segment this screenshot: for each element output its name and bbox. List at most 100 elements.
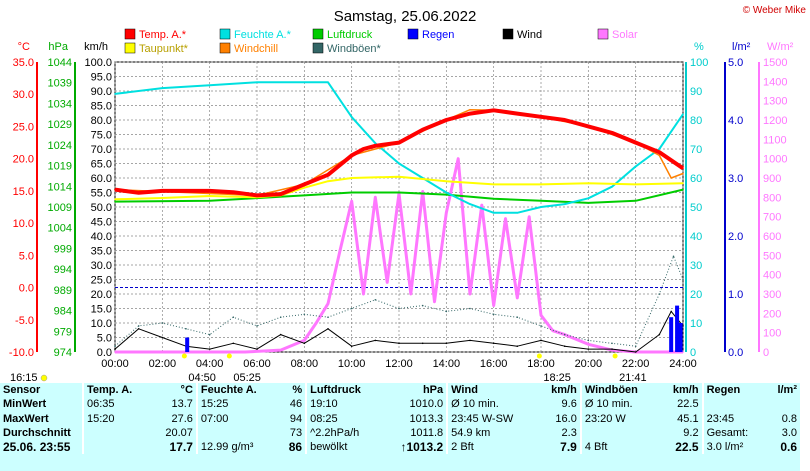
series-point [315, 322, 318, 324]
y-tick-label: 979 [54, 326, 72, 338]
series-point [208, 195, 211, 197]
series-point [682, 278, 684, 281]
series-point [327, 174, 329, 176]
series-point [421, 128, 424, 131]
y-tick-label: 25.0 [91, 275, 112, 287]
y-tick-label: 900 [763, 173, 781, 185]
series-point [350, 345, 353, 348]
series-point [611, 342, 613, 345]
series-point [658, 148, 661, 150]
stats-cell: 9.6 [561, 398, 577, 411]
series-point [682, 188, 684, 191]
series-line [114, 310, 684, 353]
series-point [563, 119, 566, 121]
stats-cell [195, 425, 280, 441]
series-point [504, 217, 507, 220]
series-point [279, 349, 282, 351]
series-point [469, 293, 471, 295]
series-point [540, 200, 542, 202]
series-point [303, 81, 306, 84]
stats-header-cell: Feuchte A. [195, 383, 280, 398]
stats-row-max: MaxWert 15:20 27.6 07:00 94 08:25 1013.3… [0, 411, 800, 426]
legend-label: Windchill [234, 43, 278, 55]
series-point [445, 193, 448, 196]
y-tick-label: 600 [763, 231, 781, 243]
series-point [682, 172, 684, 175]
series-point [682, 167, 684, 170]
x-tick-label: 24:00 [669, 358, 697, 370]
stats-cell: 3.0 l/m² [701, 440, 767, 455]
series-point [208, 348, 211, 350]
series-point [587, 348, 590, 350]
series-point [398, 162, 400, 165]
series-point [634, 351, 637, 353]
y-tick-label: 35.0 [91, 246, 112, 258]
y-tick-label: 300 [763, 289, 781, 301]
weather-chart: 00:00 02:00 04:00 06:00 08:00 10:00 12:00 14:00… [9, 5, 807, 383]
time-marker-label: 04:50 [188, 372, 216, 383]
series-point [469, 112, 471, 115]
stats-cell: 25.06. 23:55 [3, 440, 71, 455]
series-point [256, 81, 258, 84]
series-point [256, 348, 258, 350]
y-tick-label: 400 [763, 270, 781, 282]
stats-cell: 4 Bft [579, 440, 660, 455]
y-tick-label: 1.0 [728, 289, 743, 301]
series-point [398, 191, 400, 194]
y-tick-label: 30.0 [13, 89, 34, 101]
y-tick-label: 0.0 [728, 347, 743, 359]
series-point [481, 204, 483, 206]
stats-header-cell: km/h [672, 384, 699, 397]
series-point [587, 339, 590, 342]
stats-cell: 17.7 [169, 440, 193, 455]
stats-cell: 22.5 [675, 440, 699, 455]
legend-swatch [312, 28, 324, 40]
rain-bar [669, 317, 674, 352]
y-tick-label: 20 [690, 289, 702, 301]
x-tick-label: 06:00 [243, 358, 271, 370]
legend-label: Solar [612, 29, 638, 41]
series-point [469, 203, 471, 205]
y-tick-label: 1029 [48, 119, 72, 131]
legend-swatch [597, 28, 609, 40]
stats-cell [701, 397, 767, 412]
series-point [634, 165, 637, 168]
y-tick-label: 100.0 [84, 57, 112, 69]
axis-unit-label: l/m² [732, 41, 751, 53]
y-tick-label: 80 [690, 115, 702, 127]
series-point [350, 116, 353, 118]
legend-swatch [124, 42, 136, 54]
y-tick-label: 45.0 [91, 217, 112, 229]
series-point [208, 190, 211, 192]
legend-label: Temp. A.* [139, 29, 187, 41]
stats-header-cell: °C [180, 384, 193, 397]
series-point [161, 322, 164, 324]
series-point [303, 339, 306, 342]
chart-time-markers: 16:15 04:50 05:25 18:25 21:41 [10, 353, 647, 383]
stats-cell: 15:20 [82, 411, 152, 426]
y-tick-label: 80.0 [91, 115, 112, 127]
rain-bar [675, 305, 680, 352]
stats-cell: 0.8 [781, 412, 797, 425]
y-tick-label: 984 [54, 306, 72, 318]
series-point [634, 345, 637, 348]
series-point [350, 307, 353, 310]
series-point [279, 316, 282, 319]
y-tick-label: 30.0 [91, 260, 112, 272]
stats-header-row: Sensor Temp. A. °C Feuchte A. % Luftdruc… [0, 383, 800, 398]
y-tick-label: 2.0 [728, 231, 743, 243]
series-point [279, 333, 282, 336]
statistics-table: Sensor Temp. A. °C Feuchte A. % Luftdruc… [0, 383, 800, 455]
y-tick-label: 500 [763, 250, 781, 262]
stats-cell: 1013.3 [409, 412, 444, 425]
y-tick-label: 3.0 [728, 173, 743, 185]
series-point [469, 307, 471, 310]
stats-header-cell: Temp. A. [82, 383, 152, 398]
series-point [469, 108, 471, 111]
y-tick-label: 0.0 [97, 347, 112, 359]
x-tick-label: 14:00 [433, 358, 461, 370]
y-tick-label: 1034 [48, 98, 72, 110]
series-point [114, 188, 116, 191]
y-tick-label: 100 [763, 328, 781, 340]
series-point [433, 300, 436, 303]
